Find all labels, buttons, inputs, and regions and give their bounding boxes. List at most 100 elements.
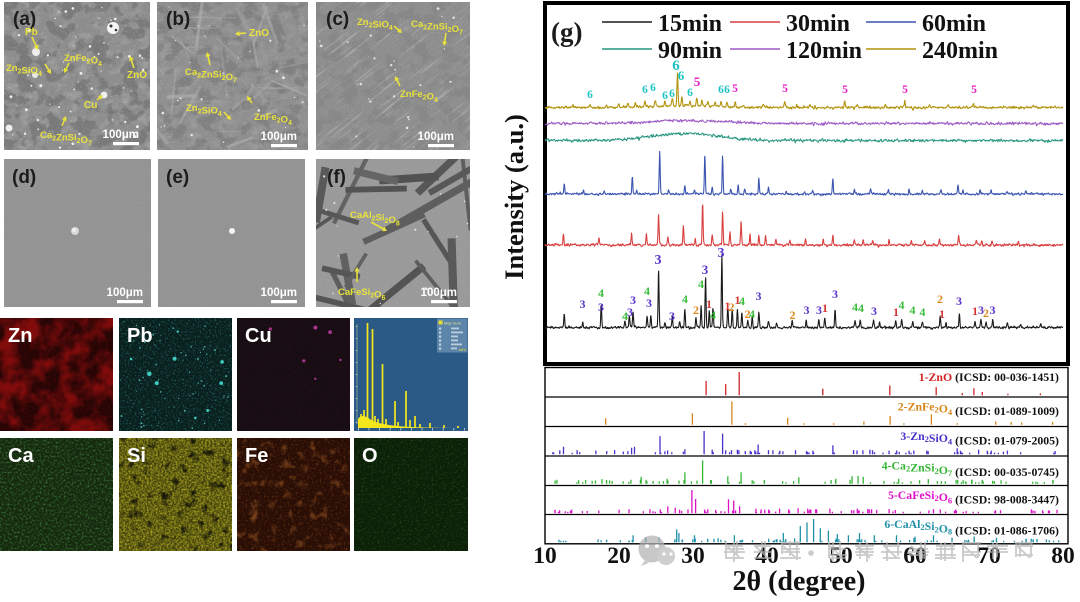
svg-text:30: 30 — [681, 543, 705, 569]
svg-text:4: 4 — [698, 277, 704, 291]
svg-text:(f): (f) — [327, 167, 346, 188]
svg-text:2: 2 — [790, 308, 796, 322]
svg-text:Pb: Pb — [25, 27, 38, 38]
svg-text:3: 3 — [669, 309, 675, 323]
svg-text:4: 4 — [899, 298, 905, 312]
svg-text:4: 4 — [598, 286, 604, 300]
svg-text:5: 5 — [902, 84, 908, 96]
svg-text:2: 2 — [693, 303, 699, 317]
svg-text:5: 5 — [694, 74, 701, 89]
svg-text:6: 6 — [669, 88, 675, 100]
svg-text:6: 6 — [672, 58, 680, 74]
svg-text:5: 5 — [782, 83, 788, 95]
svg-text:3: 3 — [702, 262, 709, 277]
svg-text:Map Sum: Map Sum — [444, 321, 462, 326]
svg-text:100μm: 100μm — [107, 287, 143, 299]
svg-text:90min: 90min — [658, 38, 722, 64]
svg-text:100μm: 100μm — [261, 131, 297, 143]
svg-text:6: 6 — [678, 68, 685, 83]
svg-text:120min: 120min — [786, 38, 862, 64]
svg-text:(e): (e) — [166, 167, 189, 188]
svg-text:5: 5 — [842, 84, 848, 96]
svg-text:100μm: 100μm — [418, 131, 454, 143]
svg-text:1-ZnO (ICSD: 00-036-1451): 1-ZnO (ICSD: 00-036-1451) — [919, 370, 1059, 384]
svg-text:1: 1 — [706, 297, 712, 311]
svg-text:3: 3 — [718, 246, 725, 261]
svg-text:2-ZnFe2O4 (ICSD: 01-089-1009): 2-ZnFe2O4 (ICSD: 01-089-1009) — [898, 400, 1059, 418]
svg-text:Ca: Ca — [8, 445, 34, 467]
svg-text:4: 4 — [739, 294, 745, 308]
svg-text:3: 3 — [580, 297, 586, 311]
svg-text:4: 4 — [644, 284, 650, 298]
svg-text:Intensity (a.u.): Intensity (a.u.) — [499, 114, 529, 280]
svg-text:20: 20 — [607, 543, 631, 569]
svg-text:3: 3 — [978, 303, 984, 317]
svg-text:3: 3 — [630, 293, 636, 307]
svg-text:3: 3 — [816, 303, 822, 317]
svg-text:30min: 30min — [786, 11, 850, 37]
svg-text:100μm: 100μm — [261, 287, 297, 299]
svg-text:4: 4 — [749, 307, 755, 321]
svg-text:60: 60 — [903, 543, 927, 569]
svg-text:6: 6 — [587, 89, 593, 101]
svg-text:2θ (degree): 2θ (degree) — [732, 566, 865, 597]
svg-text:4: 4 — [858, 301, 864, 315]
svg-text:2: 2 — [983, 306, 989, 320]
svg-text:80: 80 — [1051, 543, 1075, 569]
svg-text:1: 1 — [939, 307, 945, 321]
svg-text:3: 3 — [598, 300, 604, 314]
svg-text:3: 3 — [990, 303, 996, 317]
svg-text:3-Zn2SiO4 (ICSD: 01-079-2005): 3-Zn2SiO4 (ICSD: 01-079-2005) — [900, 429, 1059, 447]
svg-text:2: 2 — [729, 300, 735, 314]
svg-text:6: 6 — [718, 84, 724, 96]
svg-text:60min: 60min — [922, 11, 986, 37]
svg-text:(a): (a) — [13, 9, 36, 30]
svg-text:100μm: 100μm — [421, 287, 457, 299]
svg-text:5-CaFeSi2O6 (ICSD: 98-008-3447: 5-CaFeSi2O6 (ICSD: 98-008-3447) — [888, 488, 1059, 506]
svg-text:6: 6 — [650, 82, 656, 94]
svg-text:1: 1 — [725, 299, 731, 313]
svg-text:3: 3 — [832, 287, 838, 301]
svg-text:1: 1 — [735, 293, 741, 307]
svg-text:3: 3 — [655, 253, 662, 268]
svg-text:5: 5 — [732, 83, 738, 95]
svg-text:6: 6 — [642, 84, 648, 96]
svg-text:4: 4 — [622, 309, 628, 323]
svg-text:1: 1 — [972, 304, 978, 318]
svg-text:4: 4 — [920, 305, 926, 319]
svg-text:2: 2 — [937, 292, 943, 306]
svg-text:Fe: Fe — [245, 445, 268, 467]
svg-text:Si: Si — [127, 445, 146, 467]
svg-text:1: 1 — [822, 301, 828, 315]
svg-text:4: 4 — [852, 300, 858, 314]
svg-text:5: 5 — [971, 84, 977, 96]
svg-text:Cu: Cu — [245, 325, 272, 347]
svg-text:100μm: 100μm — [103, 129, 139, 141]
svg-text:4: 4 — [682, 292, 688, 306]
svg-text:1: 1 — [893, 305, 899, 319]
svg-text:3: 3 — [956, 294, 962, 308]
svg-text:3: 3 — [756, 289, 762, 303]
svg-text:6: 6 — [687, 87, 693, 99]
svg-text:4: 4 — [710, 308, 716, 322]
svg-text:Pb: Pb — [127, 325, 153, 347]
svg-text:3: 3 — [646, 296, 652, 310]
svg-text:15min: 15min — [658, 11, 722, 37]
svg-text:4: 4 — [910, 303, 916, 317]
svg-text:O: O — [362, 445, 378, 467]
svg-text:3: 3 — [871, 304, 877, 318]
svg-text:(g): (g) — [551, 17, 582, 47]
svg-text:(d): (d) — [12, 167, 36, 188]
svg-text:(c): (c) — [326, 9, 349, 30]
svg-text:keV: keV — [459, 347, 466, 352]
svg-text:3: 3 — [804, 303, 810, 317]
svg-text:6: 6 — [662, 90, 668, 102]
svg-text:240min: 240min — [922, 38, 998, 64]
svg-text:Zn: Zn — [8, 325, 32, 347]
svg-text:ZnO: ZnO — [127, 70, 147, 81]
svg-text:ZnO: ZnO — [249, 28, 269, 39]
svg-text:3: 3 — [627, 305, 633, 319]
svg-text:(b): (b) — [166, 9, 190, 30]
svg-text:6: 6 — [724, 84, 730, 96]
svg-text:2: 2 — [745, 307, 751, 321]
